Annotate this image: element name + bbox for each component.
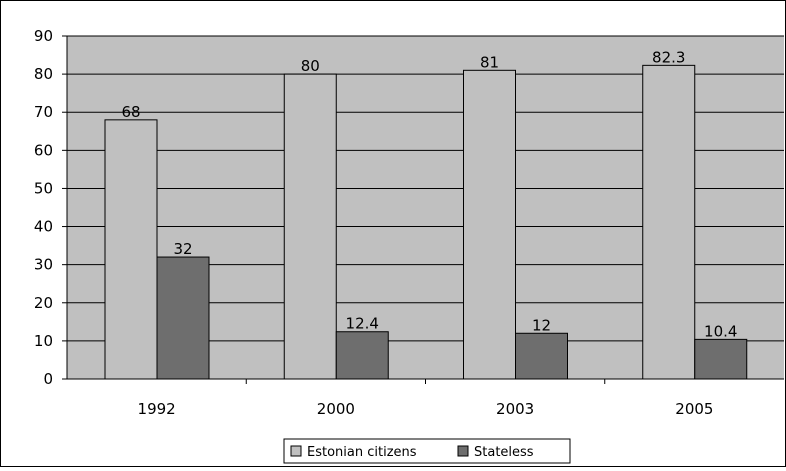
legend-swatch <box>457 445 469 457</box>
data-label: 12 <box>532 316 551 334</box>
y-tick-label: 30 <box>34 256 53 274</box>
bar-citizens-2003 <box>463 69 516 380</box>
legend-swatch <box>290 445 302 457</box>
bar-stateless-2003 <box>515 332 568 380</box>
y-tick-label: 40 <box>34 218 53 236</box>
y-tick-label: 70 <box>34 103 53 121</box>
y-tick-label: 10 <box>34 332 53 350</box>
data-label: 10.4 <box>704 322 737 340</box>
y-tick-label: 50 <box>34 179 53 197</box>
bar-stateless-2005 <box>694 338 748 380</box>
bar-citizens-2005 <box>642 64 696 380</box>
bar-citizens-2000 <box>283 73 337 380</box>
data-label: 68 <box>121 103 140 121</box>
bar-stateless-1992 <box>156 256 210 380</box>
y-tick-label: 60 <box>34 141 53 159</box>
x-tick-label: 2000 <box>317 400 355 418</box>
legend-label: Stateless <box>474 445 534 460</box>
legend: Estonian citizens Stateless <box>283 438 571 464</box>
bar-citizens-1992 <box>104 119 158 380</box>
bars <box>104 64 748 380</box>
data-label: 82.3 <box>652 48 685 66</box>
data-label: 32 <box>173 240 192 258</box>
data-label: 80 <box>301 57 320 75</box>
axes: 0 10 20 30 40 50 60 70 80 90 1992 2000 2003 2005 <box>34 27 784 418</box>
legend-label: Estonian citizens <box>307 445 417 460</box>
x-tick-label: 2003 <box>496 400 534 418</box>
data-labels: 68 32 80 12.4 81 12 82.3 10.4 <box>121 48 737 340</box>
y-tick-label: 20 <box>34 294 53 312</box>
x-tick-label: 1992 <box>138 400 176 418</box>
legend-box <box>283 438 571 464</box>
data-label: 12.4 <box>346 315 379 333</box>
data-label: 81 <box>480 53 499 71</box>
y-tick-label: 0 <box>43 370 53 388</box>
y-tick-label: 80 <box>34 65 53 83</box>
bar-stateless-2000 <box>335 331 389 380</box>
y-tick-label: 90 <box>34 27 53 45</box>
x-tick-label: 2005 <box>675 400 713 418</box>
